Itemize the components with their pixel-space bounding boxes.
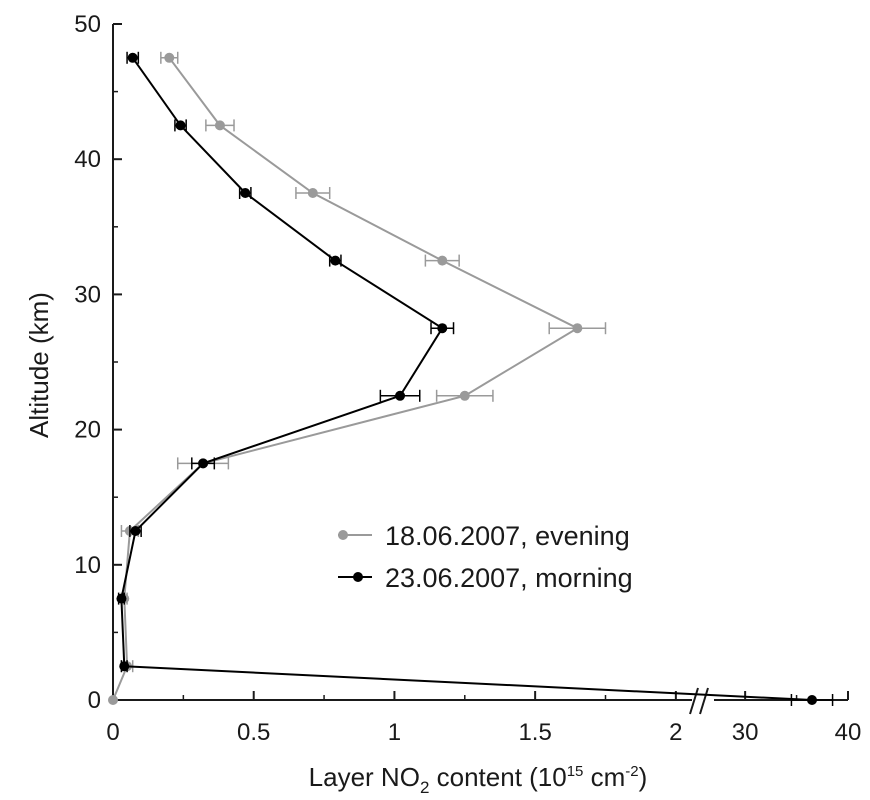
x-axis-title: Layer NO2 content (1015 cm-2) <box>309 762 648 797</box>
data-point-evening <box>164 52 175 63</box>
legend-label-morning: 23.06.2007, morning <box>385 563 633 593</box>
axis-break-mark <box>689 687 699 715</box>
y-tick-label: 20 <box>74 417 101 444</box>
axis-break-mark <box>699 687 709 715</box>
data-point-evening <box>572 323 583 334</box>
x-tick-label: 2 <box>669 719 682 746</box>
x-tick-label: 0 <box>106 719 119 746</box>
data-point-evening <box>307 188 318 198</box>
y-tick-label: 50 <box>74 11 101 38</box>
axes: 0 10 20 30 40 50 0 0.5 1 1.5 2 30 40 <box>74 11 861 746</box>
y-tick-label: 0 <box>88 687 101 714</box>
y-tick-label: 30 <box>74 281 101 308</box>
y-tick-label: 10 <box>74 552 101 579</box>
legend-swatch-marker-evening <box>338 530 348 540</box>
data-point-morning <box>127 52 138 63</box>
x-tick-label: 1.5 <box>518 719 551 746</box>
legend: 18.06.2007, evening 23.06.2007, morning <box>338 521 633 593</box>
series-line-evening <box>112 57 580 701</box>
data-point-morning <box>437 323 448 334</box>
series-layer <box>108 51 834 706</box>
legend-label-evening: 18.06.2007, evening <box>385 521 630 551</box>
x-tick-label: 1 <box>388 719 401 746</box>
x-tick-label: 0.5 <box>237 719 270 746</box>
legend-swatch-marker-morning <box>353 572 363 582</box>
data-point-morning <box>198 458 209 469</box>
y-axis-title: Altitude (km) <box>24 292 54 438</box>
data-point-morning <box>395 390 406 401</box>
x-tick-label: 30 <box>732 719 759 746</box>
data-point-evening <box>108 695 118 705</box>
y-tick-label: 40 <box>74 146 101 173</box>
data-point-morning <box>807 695 817 705</box>
data-point-morning <box>175 120 186 131</box>
data-point-morning <box>240 188 251 198</box>
data-point-morning <box>116 593 127 604</box>
data-point-morning <box>119 661 130 672</box>
data-point-evening <box>459 390 470 401</box>
data-point-morning <box>130 526 141 536</box>
x-tick-label: 40 <box>835 719 862 746</box>
data-point-morning <box>330 255 341 266</box>
data-point-evening <box>214 120 225 131</box>
data-point-evening <box>437 255 448 266</box>
series-line-morning <box>120 57 813 701</box>
